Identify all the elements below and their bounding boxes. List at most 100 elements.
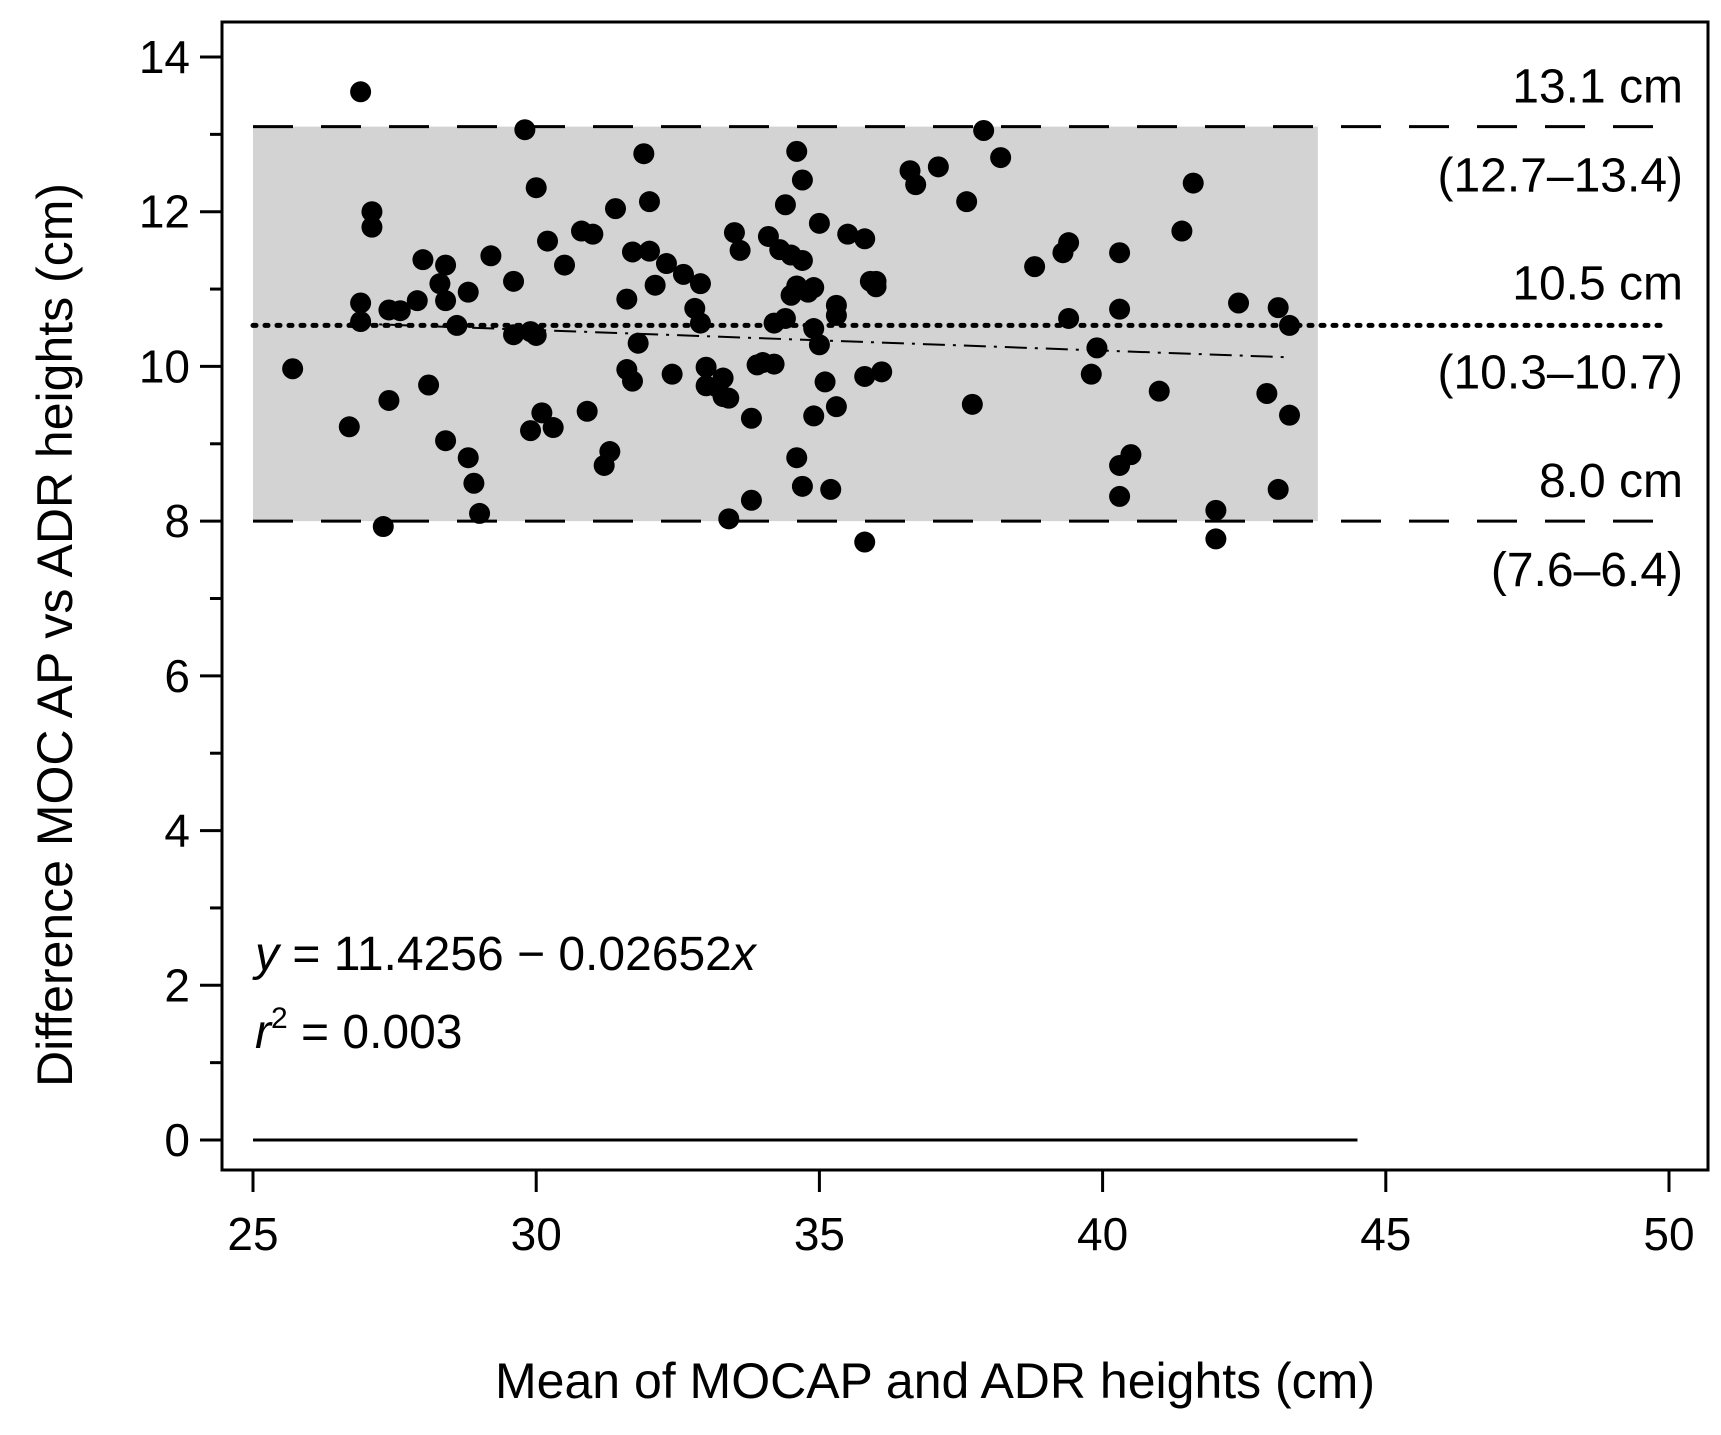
data-point bbox=[627, 332, 649, 354]
data-point bbox=[1256, 383, 1278, 405]
x-tick-label: 35 bbox=[794, 1208, 845, 1260]
data-point bbox=[814, 371, 836, 393]
y-tick-label: 10 bbox=[139, 340, 190, 392]
data-point bbox=[418, 374, 440, 396]
data-point bbox=[1279, 404, 1301, 426]
data-point bbox=[723, 222, 745, 244]
data-point bbox=[854, 228, 876, 250]
data-point bbox=[689, 273, 711, 295]
data-point bbox=[786, 140, 808, 162]
data-point bbox=[1205, 499, 1227, 521]
data-point bbox=[1267, 478, 1289, 500]
data-point bbox=[389, 300, 411, 322]
axes: 0 2 4 6 8 10 12 14 25 30 35 40 45 50 bbox=[139, 31, 1695, 1260]
data-point bbox=[621, 370, 643, 392]
data-point bbox=[655, 253, 677, 275]
data-point bbox=[1109, 242, 1131, 264]
data-point bbox=[378, 389, 400, 411]
data-point bbox=[1267, 297, 1289, 319]
data-point bbox=[803, 405, 825, 427]
data-point bbox=[774, 307, 796, 329]
x-tick-label: 40 bbox=[1077, 1208, 1128, 1260]
equation-rhs: = 11.4256 − 0.02652 bbox=[279, 928, 732, 981]
data-point bbox=[531, 402, 553, 424]
data-point bbox=[661, 363, 683, 385]
data-point bbox=[514, 119, 536, 141]
data-point bbox=[282, 358, 304, 380]
data-point bbox=[429, 273, 451, 295]
r2-rhs: = 0.003 bbox=[288, 1006, 463, 1059]
y-tick-label: 8 bbox=[164, 495, 190, 547]
data-point bbox=[1080, 363, 1102, 385]
data-point bbox=[927, 156, 949, 178]
x-axis-title: Mean of MOCAP and ADR heights (cm) bbox=[495, 1353, 1375, 1409]
data-point bbox=[1058, 307, 1080, 329]
data-point bbox=[990, 147, 1012, 169]
data-point bbox=[689, 312, 711, 334]
data-point bbox=[803, 318, 825, 340]
data-point bbox=[718, 387, 740, 409]
plot-frame bbox=[220, 20, 1710, 1172]
data-point bbox=[638, 240, 660, 262]
x-tick-label: 50 bbox=[1643, 1208, 1694, 1260]
data-point bbox=[338, 416, 360, 438]
data-point bbox=[774, 194, 796, 216]
data-point bbox=[786, 447, 808, 469]
data-point bbox=[350, 292, 372, 314]
data-point bbox=[825, 396, 847, 418]
data-point bbox=[525, 177, 547, 199]
data-point bbox=[1205, 528, 1227, 550]
data-point bbox=[406, 290, 428, 312]
upper-limit-label: 13.1 cm bbox=[1512, 61, 1683, 114]
data-point bbox=[854, 531, 876, 553]
equation-x-var: x bbox=[730, 928, 758, 981]
data-point bbox=[554, 254, 576, 276]
data-point bbox=[638, 191, 660, 213]
data-point bbox=[672, 263, 694, 285]
data-point bbox=[616, 288, 638, 310]
data-point bbox=[520, 420, 542, 442]
data-point bbox=[446, 314, 468, 336]
regression-equation: y = 11.4256 − 0.02652x bbox=[252, 928, 758, 981]
data-point bbox=[469, 502, 491, 524]
data-point bbox=[435, 254, 457, 276]
data-point bbox=[808, 334, 830, 356]
data-point bbox=[604, 198, 626, 220]
data-point bbox=[791, 475, 813, 497]
data-point bbox=[956, 191, 978, 213]
x-tick-label: 45 bbox=[1360, 1208, 1411, 1260]
data-point bbox=[576, 400, 598, 422]
upper-limit-ci-label: (12.7–13.4) bbox=[1437, 150, 1683, 203]
data-point bbox=[712, 367, 734, 389]
data-point bbox=[695, 356, 717, 378]
data-point bbox=[582, 223, 604, 245]
data-point bbox=[457, 447, 479, 469]
data-point bbox=[854, 365, 876, 387]
data-point bbox=[480, 245, 502, 267]
data-point bbox=[740, 407, 762, 429]
data-point bbox=[1279, 314, 1301, 336]
y-tick-label: 12 bbox=[139, 186, 190, 238]
data-point bbox=[1120, 444, 1142, 466]
data-point bbox=[808, 212, 830, 234]
y-axis-title: Difference MOC AP vs ADR heights (cm) bbox=[27, 183, 83, 1087]
data-point bbox=[633, 143, 655, 165]
lower-limit-ci-label: (7.6–6.4) bbox=[1491, 544, 1683, 597]
data-point bbox=[820, 478, 842, 500]
data-point bbox=[871, 361, 893, 383]
y-tick-label: 14 bbox=[139, 31, 190, 83]
data-point bbox=[1182, 172, 1204, 194]
data-point bbox=[503, 324, 525, 346]
data-point bbox=[412, 249, 434, 271]
y-tick-label: 6 bbox=[164, 650, 190, 702]
limit-annotations: 13.1 cm (12.7–13.4) 10.5 cm (10.3–10.7) … bbox=[1437, 61, 1683, 598]
data-point bbox=[1109, 485, 1131, 507]
data-point bbox=[503, 270, 525, 292]
data-point bbox=[763, 353, 785, 375]
data-point bbox=[361, 216, 383, 238]
equation-y-var: y bbox=[252, 928, 282, 981]
r-squared-label: r2 = 0.003 bbox=[255, 1002, 463, 1059]
data-point bbox=[865, 276, 887, 298]
data-point bbox=[435, 290, 457, 312]
